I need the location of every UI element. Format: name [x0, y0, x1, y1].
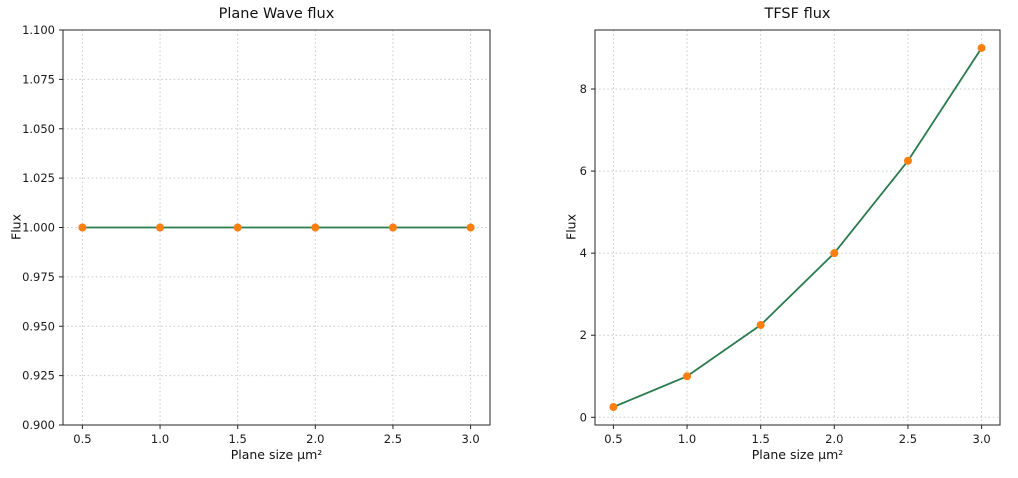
svg-text:0: 0: [580, 410, 587, 424]
svg-text:0.975: 0.975: [22, 270, 55, 284]
svg-text:1.075: 1.075: [22, 72, 55, 86]
svg-text:1.5: 1.5: [229, 432, 247, 446]
svg-text:0.5: 0.5: [604, 432, 622, 446]
svg-text:1.100: 1.100: [22, 23, 55, 37]
svg-text:3.0: 3.0: [972, 432, 990, 446]
svg-text:1.0: 1.0: [678, 432, 696, 446]
tfsf-subplot: TFSF flux Flux 0 2 4 6 8 0.5 1.0 1.5 2.0 2.5 3.0 P…: [509, 0, 1018, 478]
svg-text:3.0: 3.0: [461, 432, 479, 446]
svg-text:8: 8: [580, 82, 587, 96]
svg-text:1.000: 1.000: [22, 221, 55, 235]
svg-text:1.5: 1.5: [752, 432, 770, 446]
svg-text:1.025: 1.025: [22, 171, 55, 185]
tfsf-xlabel: Plane size μm²: [751, 447, 844, 462]
svg-text:2.5: 2.5: [899, 432, 917, 446]
plane-wave-xlabel: Plane size μm²: [230, 447, 323, 462]
plane-wave-chart: 0.900 0.925 0.950 0.975 1.000 1.025 1.050 1.075…: [22, 23, 491, 446]
svg-text:0.950: 0.950: [22, 319, 55, 333]
svg-text:2.5: 2.5: [384, 432, 402, 446]
svg-text:2.0: 2.0: [825, 432, 843, 446]
svg-text:1.050: 1.050: [22, 122, 55, 136]
svg-text:4: 4: [580, 246, 587, 260]
plane-wave-title: Plane Wave flux: [218, 6, 335, 22]
svg-text:6: 6: [580, 164, 587, 178]
svg-text:0.900: 0.900: [22, 418, 55, 432]
tfsf-chart: 0 2 4 6 8 0.5 1.0 1.5 2.0 2.5 3.0: [580, 29, 1001, 446]
svg-text:2: 2: [580, 328, 587, 342]
svg-text:1.0: 1.0: [151, 432, 169, 446]
svg-text:0.925: 0.925: [22, 369, 55, 383]
plane-wave-subplot: Plane Wave flux Flux 0.900 0.925 0.950 0.97…: [9, 6, 491, 462]
tfsf-title: TFSF flux: [764, 6, 831, 22]
svg-text:2.0: 2.0: [306, 432, 324, 446]
svg-text:0.5: 0.5: [73, 432, 91, 446]
